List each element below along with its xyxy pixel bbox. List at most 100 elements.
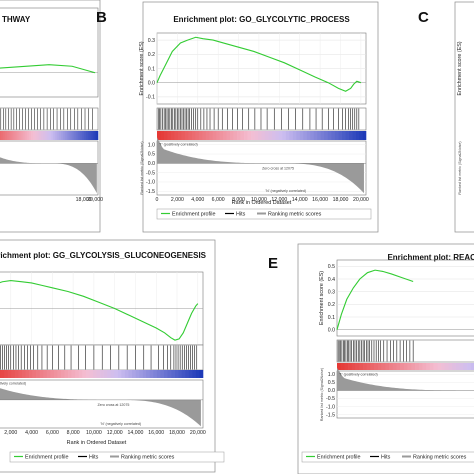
- correlation-bar-segment: [455, 363, 460, 370]
- correlation-bar-segment: [40, 131, 44, 140]
- correlation-bar-segment: [31, 131, 34, 140]
- zero-cross-annotation: Zero cross at 12075: [97, 403, 129, 407]
- y-tick-label: 0.0: [328, 327, 335, 333]
- x-tick-label: 16,000: [312, 197, 328, 203]
- correlation-bar-segment: [35, 131, 38, 140]
- correlation-bar-segment: [306, 131, 311, 140]
- correlation-bar-segment: [415, 363, 420, 370]
- correlation-bar-segment: [191, 131, 196, 140]
- correlation-bar-segment: [188, 370, 193, 378]
- correlation-bar-segment: [90, 131, 93, 140]
- correlation-bar-segment: [75, 370, 80, 378]
- legend-entry: Ranking metric scores: [268, 212, 322, 218]
- x-tick-label: 18,000: [169, 430, 185, 436]
- metric-tick-label: -1.0: [326, 404, 335, 410]
- y-axis-label: Enrichment score (ES): [139, 41, 145, 95]
- correlation-bar-segment: [320, 131, 325, 140]
- correlation-bar-segment: [359, 363, 364, 370]
- positive-correlation-label: 'T' (positively correlated): [159, 143, 198, 147]
- correlation-bar-segment: [53, 370, 58, 378]
- ranking-metric-area: [157, 137, 364, 194]
- correlation-bar-segment: [254, 131, 259, 140]
- correlation-bar-segment: [422, 363, 427, 370]
- correlation-bar-segment: [132, 370, 136, 378]
- x-tick-label: 20,000: [353, 197, 369, 203]
- y-tick-label: 0.2: [328, 302, 335, 308]
- correlation-bar-segment: [94, 131, 97, 140]
- correlation-bar-segment: [61, 370, 65, 378]
- correlation-bar-segment: [338, 131, 342, 140]
- correlation-bar-segment: [355, 363, 360, 370]
- correlation-bar-segment: [149, 370, 154, 378]
- correlation-bar-segment: [199, 370, 204, 378]
- chart-title: Enrichment plot: REACTOME_G: [387, 253, 474, 262]
- zero-cross-annotation: Zero cross at 12075: [262, 166, 294, 170]
- metric-tick-label: 0.0: [328, 388, 335, 394]
- correlation-bar-segment: [441, 363, 446, 370]
- positive-correlation-label: (positively correlated): [0, 382, 26, 386]
- correlation-bar-segment: [50, 131, 54, 140]
- x-tick-label: 6,000: [212, 197, 225, 203]
- correlation-bar-segment: [0, 131, 2, 140]
- correlation-bar-segment: [352, 131, 356, 140]
- correlation-bar-segment: [345, 131, 349, 140]
- correlation-bar-segment: [92, 131, 95, 140]
- correlation-bar-segment: [212, 131, 217, 140]
- correlation-bar-segment: [426, 363, 431, 370]
- correlation-bar-segment: [11, 131, 14, 140]
- x-tick-label: 14,000: [128, 430, 144, 436]
- correlation-bar-segment: [348, 131, 353, 140]
- panel-b: Enrichment plot: GO_GLYCOLYTIC_PROCESS 0.…: [139, 1, 379, 233]
- correlation-bar-segment: [80, 131, 83, 140]
- correlation-bar-segment: [7, 370, 12, 378]
- panel-letter-c: C: [418, 9, 429, 26]
- correlation-bar-segment: [184, 131, 189, 140]
- correlation-bar-segment: [70, 131, 73, 140]
- correlation-bar-segment: [29, 370, 33, 378]
- correlation-bar-segment: [60, 131, 63, 140]
- hits-frame: [336, 339, 474, 363]
- correlation-bar-segment: [381, 363, 386, 370]
- correlation-bar-segment: [21, 131, 24, 140]
- correlation-bar-segment: [156, 370, 161, 378]
- correlation-bar-segment: [78, 131, 81, 140]
- correlation-bar-segment: [205, 131, 210, 140]
- correlation-bar-segment: [18, 370, 23, 378]
- correlation-bar-segment: [198, 131, 203, 140]
- correlation-bar-segment: [174, 370, 179, 378]
- x-tick-label: 8,000: [67, 430, 80, 436]
- correlation-bar-segment: [247, 131, 252, 140]
- correlation-bar-segment: [324, 131, 328, 140]
- correlation-bar-segment: [185, 370, 190, 378]
- correlation-bar-segment: [278, 131, 283, 140]
- correlation-bar-segment: [135, 370, 140, 378]
- x-tick-label: 2,000: [171, 197, 184, 203]
- correlation-bar-segment: [0, 370, 1, 378]
- correlation-bar-segment: [195, 131, 200, 140]
- correlation-bar-segment: [13, 131, 16, 140]
- correlation-bar-segment: [88, 131, 91, 140]
- y-axis-label: Enrichment score (ES): [457, 41, 463, 95]
- correlation-bar-segment: [264, 131, 269, 140]
- metric-tick-label: -0.5: [146, 170, 155, 176]
- correlation-bar-segment: [251, 131, 255, 140]
- correlation-bar-segment: [14, 370, 19, 378]
- correlation-bar-segment: [181, 131, 186, 140]
- correlation-bar-segment: [121, 370, 126, 378]
- legend-entry: Hits: [89, 455, 99, 461]
- correlation-bar-segment: [0, 370, 5, 378]
- correlation-bar-segment: [19, 131, 22, 140]
- correlation-bar-segment: [370, 363, 375, 370]
- y-tick-label: 0.3: [148, 38, 155, 44]
- correlation-bar-segment: [292, 131, 297, 140]
- correlation-bar-segment: [429, 363, 434, 370]
- panel-letter-b: B: [96, 9, 107, 26]
- correlation-bar-segment: [355, 131, 360, 140]
- metric-tick-label: -1.5: [146, 189, 155, 195]
- correlation-bar-segment: [96, 131, 99, 140]
- correlation-bar-segment: [400, 363, 405, 370]
- x-tick-label: 8,000: [232, 197, 245, 203]
- enrichment-profile-line: [336, 269, 414, 330]
- correlation-bar-segment: [3, 131, 6, 140]
